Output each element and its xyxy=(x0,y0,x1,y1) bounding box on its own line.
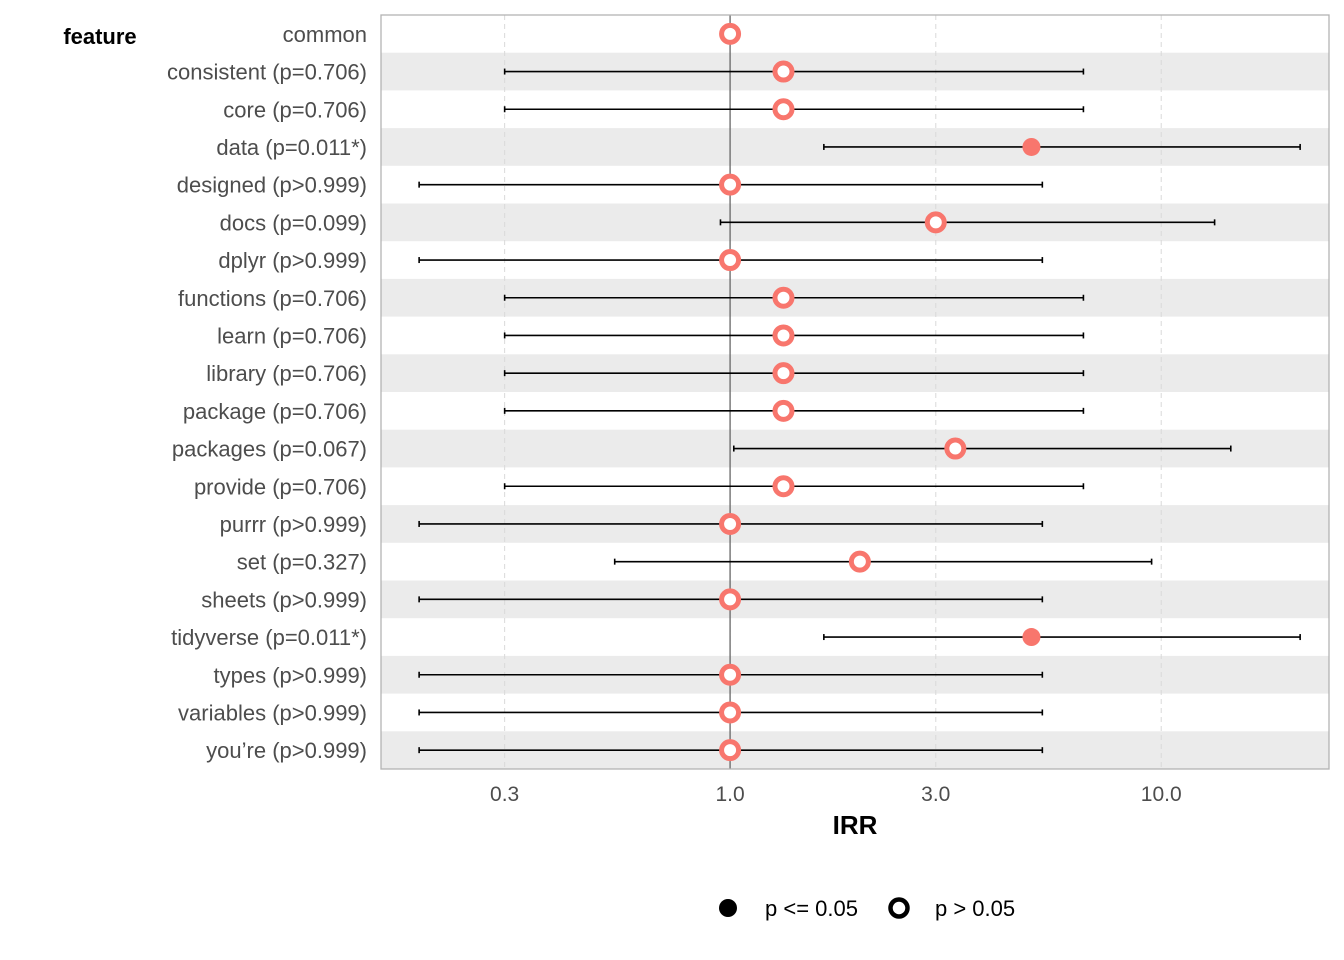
y-tick-label: you’re (p>0.999) xyxy=(206,738,367,763)
point-nonsignificant xyxy=(719,663,742,686)
point-nonsignificant xyxy=(772,98,795,121)
point-nonsignificant xyxy=(719,588,742,611)
point-nonsignificant xyxy=(772,399,795,422)
point-nonsignificant xyxy=(772,286,795,309)
point-nonsignificant xyxy=(944,437,967,460)
y-tick-label: purrr (p>0.999) xyxy=(220,512,367,537)
point-nonsignificant xyxy=(719,701,742,724)
y-tick-label: package (p=0.706) xyxy=(183,399,367,424)
point-nonsignificant xyxy=(719,22,742,45)
legend: p <= 0.05 p > 0.05 xyxy=(719,896,1015,921)
point-nonsignificant xyxy=(772,475,795,498)
point-nonsignificant xyxy=(924,211,947,234)
error-bars xyxy=(418,68,1301,754)
y-tick-labels: common consistent (p=0.706) core (p=0.706)… xyxy=(167,22,367,763)
x-tick-label: 1.0 xyxy=(715,783,744,806)
x-tick-label: 3.0 xyxy=(921,783,950,806)
y-axis-header: feature xyxy=(63,24,136,49)
y-tick-label: dplyr (p>0.999) xyxy=(218,248,367,273)
x-axis-title: IRR xyxy=(833,810,878,840)
error-bar xyxy=(613,558,1153,565)
point-significant xyxy=(1022,137,1041,156)
y-tick-label: functions (p=0.706) xyxy=(178,286,367,311)
estimate-points xyxy=(719,22,1041,762)
error-bar xyxy=(732,445,1232,452)
y-tick-label: sheets (p>0.999) xyxy=(201,587,367,612)
y-tick-label: provide (p=0.706) xyxy=(194,474,367,499)
error-bar xyxy=(823,634,1301,641)
y-tick-label: data (p=0.011*) xyxy=(216,135,367,160)
y-tick-label: docs (p=0.099) xyxy=(220,210,367,235)
y-tick-label: packages (p=0.067) xyxy=(172,437,367,462)
point-nonsignificant xyxy=(719,249,742,272)
y-tick-label: types (p>0.999) xyxy=(214,663,367,688)
y-tick-label: variables (p>0.999) xyxy=(178,700,367,725)
legend-label-nonsignificant: p > 0.05 xyxy=(935,896,1015,921)
x-tick-label: 10.0 xyxy=(1141,783,1182,806)
point-significant xyxy=(1022,628,1041,647)
point-nonsignificant xyxy=(772,60,795,83)
point-nonsignificant xyxy=(848,550,871,573)
y-tick-label: tidyverse (p=0.011*) xyxy=(171,625,367,650)
legend-filled-marker xyxy=(719,899,737,917)
x-tick-labels: 0.3 1.0 3.0 10.0 xyxy=(490,783,1182,806)
legend-hollow-marker xyxy=(888,897,910,919)
legend-label-significant: p <= 0.05 xyxy=(765,896,858,921)
y-tick-label: set (p=0.327) xyxy=(237,550,367,575)
y-tick-label: learn (p=0.706) xyxy=(217,323,367,348)
y-tick-label: core (p=0.706) xyxy=(223,97,367,122)
point-nonsignificant xyxy=(772,362,795,385)
y-tick-label: consistent (p=0.706) xyxy=(167,60,367,85)
y-tick-label: designed (p>0.999) xyxy=(177,173,367,198)
point-nonsignificant xyxy=(719,512,742,535)
point-nonsignificant xyxy=(719,739,742,762)
x-tick-label: 0.3 xyxy=(490,783,519,806)
y-tick-label: common xyxy=(283,22,367,47)
point-nonsignificant xyxy=(719,173,742,196)
error-bar xyxy=(823,143,1301,150)
y-tick-label: library (p=0.706) xyxy=(206,361,367,386)
point-nonsignificant xyxy=(772,324,795,347)
panel-border xyxy=(380,14,1330,770)
error-bar xyxy=(719,219,1216,226)
